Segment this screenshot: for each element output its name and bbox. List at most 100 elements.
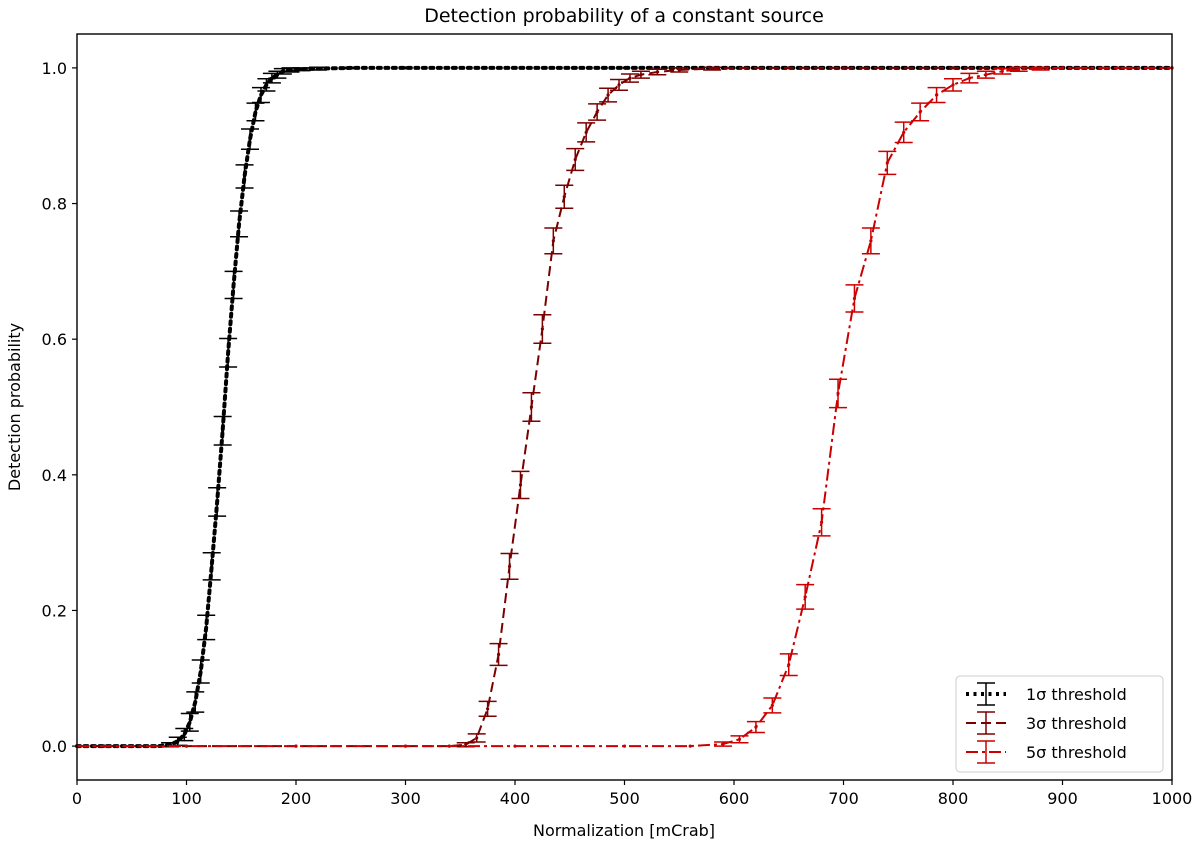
y-axis-title: Detection probability xyxy=(5,323,24,491)
series-3 xyxy=(75,66,1174,748)
x-tick-label: 500 xyxy=(609,789,640,808)
data-point xyxy=(628,76,632,80)
data-point xyxy=(852,296,857,301)
legend-label: 3σ threshold xyxy=(1026,714,1127,733)
data-point xyxy=(836,391,840,396)
data-point xyxy=(242,174,247,179)
data-point xyxy=(496,652,501,657)
data-point xyxy=(253,110,258,114)
data-point xyxy=(464,743,468,747)
data-point xyxy=(869,239,873,243)
data-point xyxy=(513,66,517,70)
data-point xyxy=(237,222,241,226)
x-tick-label: 700 xyxy=(828,789,859,808)
data-point xyxy=(787,66,791,70)
x-tick-label: 1000 xyxy=(1152,789,1193,808)
data-point xyxy=(787,663,791,667)
legend-item: 3σ threshold xyxy=(966,711,1127,735)
legend-item: 5σ threshold xyxy=(966,740,1127,764)
legend-label: 1σ threshold xyxy=(1026,685,1127,704)
x-tick-label: 800 xyxy=(938,789,969,808)
series-2 xyxy=(75,66,1174,748)
data-point xyxy=(518,483,523,487)
data-point xyxy=(184,744,189,748)
data-point xyxy=(639,73,643,77)
data-point xyxy=(617,83,621,87)
data-point xyxy=(841,66,846,70)
series-layer xyxy=(75,65,1174,749)
data-point xyxy=(984,73,988,77)
data-point xyxy=(902,130,906,134)
data-point xyxy=(770,703,774,708)
data-point xyxy=(204,625,208,630)
data-point xyxy=(820,520,824,524)
data-point xyxy=(595,110,599,114)
x-tick-label: 300 xyxy=(390,789,421,808)
data-point xyxy=(551,239,555,243)
x-tick-label: 400 xyxy=(500,789,531,808)
data-point xyxy=(403,744,408,748)
data-point xyxy=(1060,66,1065,70)
data-point xyxy=(529,405,534,409)
data-point xyxy=(1017,67,1021,71)
data-point xyxy=(918,110,922,114)
legend-label: 5σ threshold xyxy=(1026,743,1127,762)
data-point xyxy=(507,564,512,568)
data-point xyxy=(475,736,479,740)
data-point xyxy=(622,744,627,748)
series-line xyxy=(75,65,1174,749)
data-point xyxy=(403,66,408,70)
y-tick-label: 0.0 xyxy=(42,737,67,756)
data-point xyxy=(743,66,747,70)
data-point xyxy=(622,66,627,70)
data-point xyxy=(294,744,298,748)
x-axis: 0 100 200 300 400 500 600 700 800 900 1000 xyxy=(72,780,1192,808)
data-point xyxy=(1000,69,1004,73)
x-tick-label: 0 xyxy=(72,789,82,808)
y-axis: 0.0 0.2 0.4 0.6 0.8 1.0 xyxy=(42,59,77,756)
series-line xyxy=(77,66,1172,748)
y-tick-label: 0.2 xyxy=(42,601,67,620)
data-point xyxy=(221,429,225,433)
x-axis-title: Normalization [mCrab] xyxy=(533,821,715,840)
x-tick-label: 200 xyxy=(281,789,312,808)
data-point xyxy=(540,327,544,331)
data-point xyxy=(182,732,186,737)
data-point xyxy=(264,83,269,87)
data-point xyxy=(226,351,230,355)
data-point xyxy=(951,83,955,87)
data-point xyxy=(737,737,742,741)
y-tick-label: 0.6 xyxy=(42,330,67,349)
data-point xyxy=(486,707,490,711)
data-point xyxy=(677,68,681,72)
data-point xyxy=(562,195,566,199)
x-tick-label: 900 xyxy=(1047,789,1078,808)
data-point xyxy=(967,76,972,80)
legend-box xyxy=(955,675,1164,773)
data-point xyxy=(248,137,252,141)
series-line xyxy=(77,66,1172,748)
data-point xyxy=(584,130,588,134)
series-1 xyxy=(75,65,1174,749)
data-point xyxy=(210,564,214,568)
data-point xyxy=(231,283,236,287)
legend: 1σ threshold 3σ threshold 5σ threshold xyxy=(955,675,1164,773)
data-point xyxy=(803,595,807,599)
legend-item: 1σ threshold xyxy=(966,682,1127,706)
data-point xyxy=(721,742,725,746)
data-point xyxy=(1115,66,1119,70)
plot-frame xyxy=(76,33,1173,781)
data-point xyxy=(573,157,577,162)
data-point xyxy=(215,500,219,504)
data-point xyxy=(934,93,939,97)
data-point xyxy=(259,93,263,97)
data-point xyxy=(199,669,203,674)
data-point xyxy=(655,70,659,74)
data-point xyxy=(513,744,517,748)
data-point xyxy=(710,66,714,71)
data-point xyxy=(299,67,304,71)
data-point xyxy=(349,66,353,70)
data-point xyxy=(951,66,955,70)
